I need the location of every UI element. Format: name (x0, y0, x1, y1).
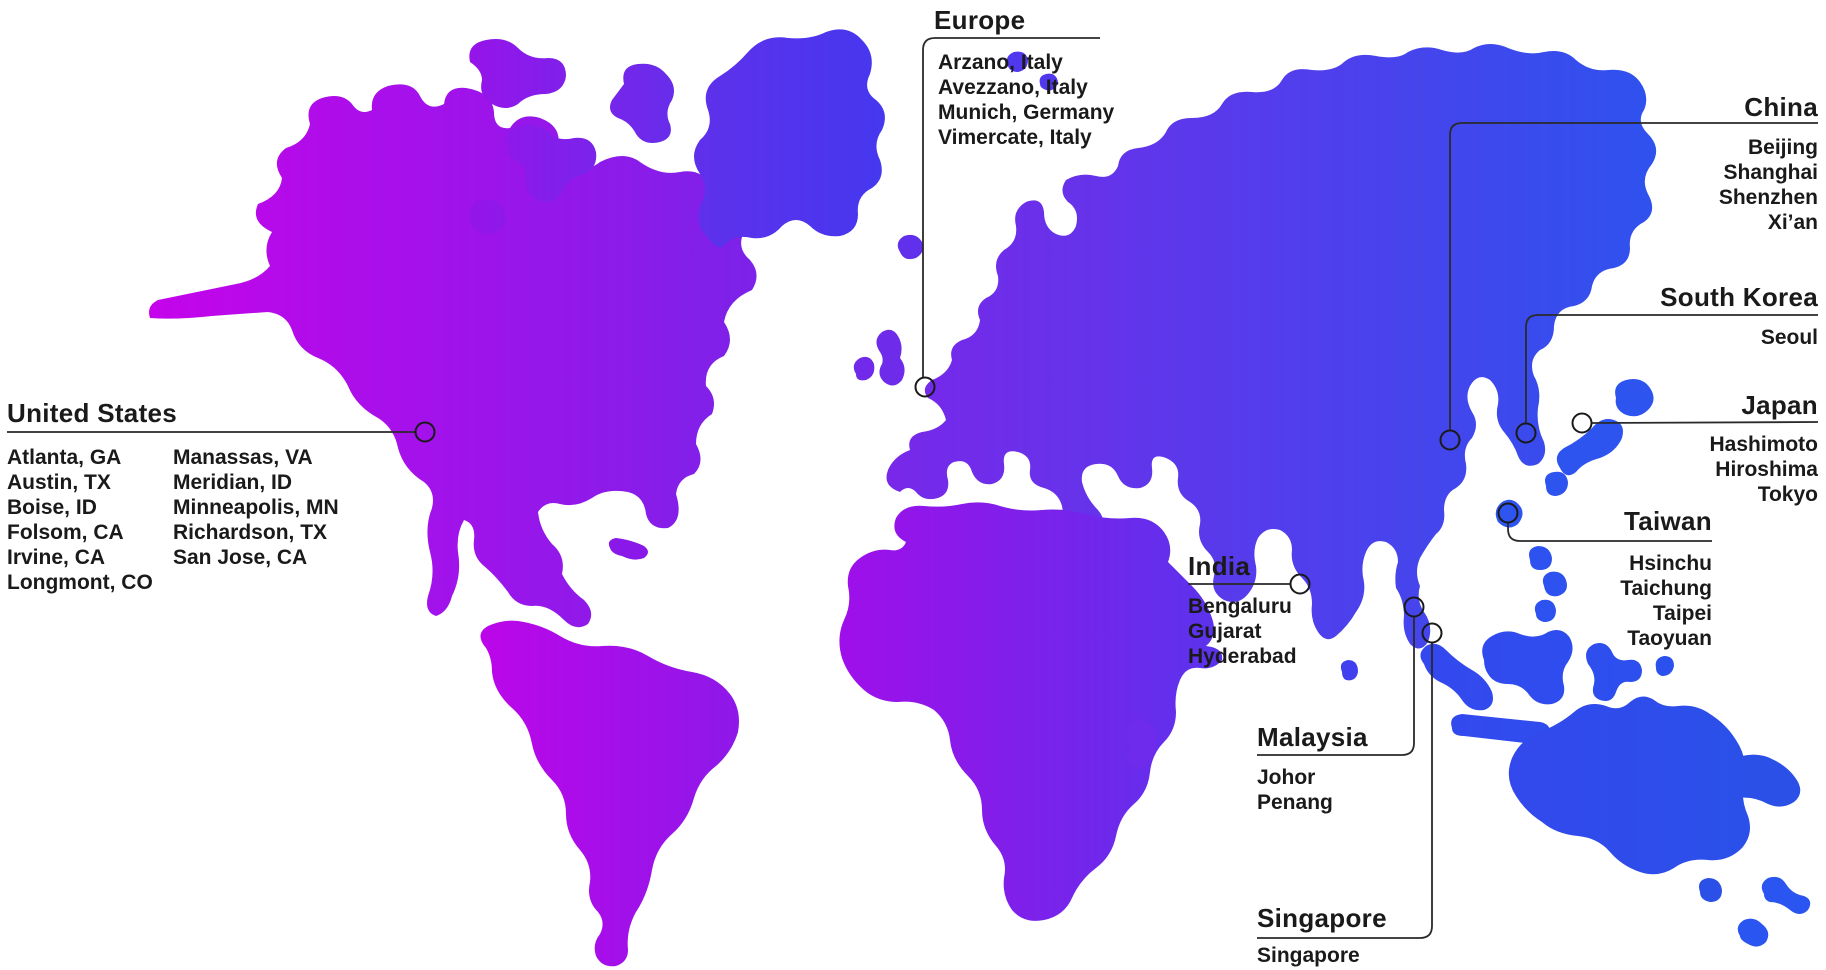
marker-south-korea (1515, 422, 1537, 444)
city-list-singapore: Singapore (1257, 943, 1360, 968)
leader-lines (7, 37, 1819, 939)
city-item: Hiroshima (1715, 458, 1818, 481)
city-item: Bengaluru (1188, 595, 1292, 618)
city-item: Munich, Germany (938, 101, 1115, 124)
city-item: Taichung (1620, 577, 1712, 600)
city-item: Meridian, ID (173, 471, 293, 494)
new-zealand-islands (1737, 876, 1811, 947)
city-list-south-korea: Seoul (1761, 325, 1818, 350)
city-item: Shenzhen (1718, 186, 1818, 209)
city-item: Folsom, CA (7, 521, 124, 544)
city-item: Atlanta, GA (7, 446, 122, 469)
region-title-united-states: United States (7, 398, 178, 428)
city-list-europe: Arzano, Italy Avezzano, Italy Munich, Germ… (938, 50, 1114, 150)
city-list-united-states-col1: Atlanta, GA Austin, TX Boise, ID Folsom, CA… (7, 445, 153, 595)
marker-malaysia (1403, 596, 1425, 618)
region-title-taiwan: Taiwan (1623, 506, 1712, 536)
city-item: Vimercate, Italy (938, 126, 1092, 149)
continent-australia (1508, 696, 1750, 875)
city-list-india: Bengaluru Gujarat Hyderabad (1188, 594, 1297, 669)
japan-islands (1545, 379, 1654, 496)
island-iceland (897, 234, 924, 260)
caribbean-island (608, 538, 648, 560)
city-item: Seoul (1760, 326, 1818, 349)
region-title-india: India (1188, 551, 1251, 581)
region-title-europe: Europe (934, 5, 1026, 35)
city-item: Hashimoto (1709, 433, 1818, 456)
city-item: Irvine, CA (7, 546, 106, 569)
leader-line-china (1449, 122, 1818, 430)
marker-united-states (414, 421, 436, 443)
city-item: Austin, TX (7, 471, 111, 494)
city-list-malaysia: Johor Penang (1257, 765, 1333, 815)
region-title-japan: Japan (1741, 390, 1818, 420)
island-madagascar (1126, 718, 1157, 769)
region-title-china: China (1744, 92, 1818, 122)
continent-africa (839, 502, 1223, 921)
island-ireland (853, 356, 875, 381)
continent-eurasia (886, 44, 1657, 649)
city-item: Manassas, VA (173, 446, 313, 469)
marker-europe (914, 376, 936, 398)
location-markers (414, 376, 1593, 644)
city-item: Xi’an (1767, 211, 1818, 234)
continents (149, 29, 1811, 967)
city-item: Minneapolis, MN (173, 496, 339, 519)
city-item: San Jose, CA (173, 546, 308, 569)
leader-line-japan (1591, 421, 1819, 424)
svalbard-islands (1006, 51, 1058, 91)
city-item: Singapore (1257, 944, 1360, 967)
city-item: Hyderabad (1188, 645, 1297, 668)
leader-line-malaysia (1257, 617, 1415, 756)
continent-north-america (149, 84, 757, 628)
southeast-asia-islands (1420, 630, 1674, 745)
marker-singapore (1421, 622, 1443, 644)
city-item: Boise, ID (7, 496, 97, 519)
city-list-japan: Hashimoto Hiroshima Tokyo (1709, 432, 1818, 507)
leader-line-europe (922, 37, 1100, 377)
marker-japan (1571, 412, 1593, 434)
region-title-malaysia: Malaysia (1257, 722, 1368, 752)
continent-south-america (480, 620, 739, 967)
region-title-south-korea: South Korea (1660, 282, 1818, 312)
city-item: Taipei (1652, 602, 1712, 625)
philippines-islands (1529, 546, 1567, 622)
leader-line-south-korea (1525, 314, 1818, 423)
island-tasmania (1699, 878, 1722, 902)
city-item: Tokyo (1757, 483, 1818, 506)
city-item: Taoyuan (1627, 627, 1712, 650)
region-title-singapore: Singapore (1257, 903, 1387, 933)
city-item: Arzano, Italy (938, 51, 1063, 74)
city-item: Richardson, TX (173, 521, 328, 544)
marker-china (1439, 429, 1461, 451)
continent-greenland (694, 29, 885, 248)
marker-taiwan (1497, 502, 1519, 524)
leader-line-singapore (1257, 643, 1433, 939)
city-list-china: Beijing Shanghai Shenzhen Xi’an (1719, 135, 1818, 235)
city-item: Hsinchu (1629, 552, 1712, 575)
city-item: Gujarat (1188, 620, 1262, 643)
city-item: Penang (1257, 791, 1333, 814)
marker-india (1289, 573, 1311, 595)
city-list-taiwan: Hsinchu Taichung Taipei Taoyuan (1620, 551, 1712, 651)
city-item: Longmont, CO (7, 571, 153, 594)
leader-line-taiwan (1507, 523, 1712, 542)
city-list-united-states-col2: Manassas, VA Meridian, ID Minneapolis, MN R… (173, 445, 339, 570)
city-item: Avezzano, Italy (938, 76, 1088, 99)
arctic-islands (469, 39, 674, 234)
city-item: Beijing (1747, 136, 1818, 159)
island-sri-lanka (1340, 660, 1358, 681)
island-great-britain (876, 329, 905, 386)
city-item: Johor (1257, 766, 1316, 789)
city-item: Shanghai (1723, 161, 1818, 184)
